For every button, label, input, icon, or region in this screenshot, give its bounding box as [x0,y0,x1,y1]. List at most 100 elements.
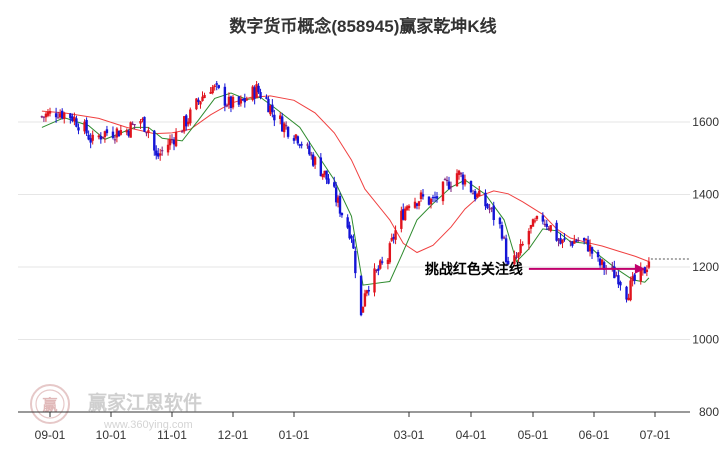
candle-2023-10-30 [166,139,170,156]
candle-2024-05-24 [577,237,580,242]
candle-2024-04-11 [490,207,493,213]
candle-2024-01-30 [348,221,351,240]
ma-long-line [41,95,650,263]
candle-2023-12-12 [253,85,256,105]
candle-2024-04-05 [478,185,481,197]
candle-2024-01-18 [325,170,328,185]
candle-2024-04-15 [498,216,502,229]
candle-2024-01-01 [292,135,296,144]
candle-2024-04-23 [515,251,518,260]
candle-2023-09-06 [58,109,62,119]
candle-2023-10-03 [113,135,117,144]
candle-2023-09-26 [99,132,103,144]
candle-2024-05-15 [559,232,562,245]
candle-2024-03-28 [461,172,465,190]
candle-2023-12-26 [280,112,284,132]
candle-2023-10-20 [147,127,150,139]
candle-2024-04-22 [513,250,516,267]
candle-2024-02-01 [352,234,355,250]
candle-2023-12-25 [279,112,282,125]
candle-2023-12-27 [282,121,286,138]
candle-2024-03-20 [445,176,449,186]
candle-2023-12-13 [255,80,258,99]
candle-2023-11-10 [189,107,192,126]
candle-2024-03-07 [419,190,423,202]
candle-2023-09-27 [101,136,105,140]
x-tick-label-04-01: 04-01 [456,428,487,442]
candle-2024-01-29 [346,214,349,230]
x-tick-label-05-01: 05-01 [518,428,549,442]
candle-2023-11-13 [195,98,198,111]
candle-2024-02-28 [403,206,407,221]
candle-2023-11-24 [217,84,220,90]
candle-2024-04-29 [527,228,531,250]
candle-2024-02-20 [388,241,392,265]
candle-2024-01-02 [294,133,298,141]
candle-2024-06-12 [615,271,618,277]
candle-2024-05-20 [569,240,572,247]
candle-2024-01-03 [296,135,300,146]
candle-2023-12-11 [251,85,254,102]
candle-2024-02-07 [363,289,367,308]
candle-2024-02-15 [379,259,382,270]
candle-2024-04-08 [484,189,487,210]
candle-2023-12-28 [284,121,288,130]
candle-2024-02-12 [373,263,376,297]
candle-2024-03-25 [455,169,459,187]
candle-2024-06-14 [619,280,622,291]
candle-2024-03-26 [457,169,461,180]
candle-2024-01-31 [350,234,353,243]
candle-2023-10-17 [141,117,144,123]
candle-2024-02-21 [390,233,393,242]
candle-2023-12-04 [237,95,241,108]
candle-2024-01-22 [333,176,336,189]
candle-2023-09-05 [56,111,60,119]
candle-2023-11-07 [183,115,186,134]
candle-2023-11-22 [213,84,216,91]
candle-2024-02-06 [361,306,365,313]
candle-2024-03-12 [429,197,433,209]
candle-2024-04-10 [488,203,491,214]
candle-2024-02-14 [377,265,380,276]
candle-2023-10-06 [119,125,123,136]
candle-2023-12-21 [271,99,274,118]
y-tick-label-800: 800 [699,405,719,419]
candle-2024-03-04 [413,197,417,209]
candle-2024-05-02 [533,217,537,224]
candle-2024-02-22 [392,233,395,244]
candle-2024-05-17 [563,233,566,242]
candle-2023-11-02 [172,137,176,151]
candle-2024-05-27 [582,237,586,245]
candle-2023-09-11 [69,112,72,124]
candle-2024-03-08 [421,188,425,200]
candle-2024-03-14 [433,191,437,203]
x-tick-label-01-01: 01-01 [279,428,310,442]
candle-2024-06-19 [629,276,632,302]
candle-2024-04-24 [517,252,520,262]
candle-2024-05-22 [573,234,576,244]
candle-2023-12-19 [267,96,270,113]
watermark: 赢 赢家江恩软件 www.360ying.com [30,384,202,431]
candle-2024-03-06 [417,200,421,210]
watermark-company: 赢家江恩软件 [88,391,202,414]
candle-2024-04-19 [507,256,510,266]
candle-2024-04-17 [502,235,506,240]
candle-2023-12-29 [286,126,290,139]
candle-2023-10-11 [129,121,132,138]
candle-2024-05-29 [586,235,590,252]
candle-2024-05-21 [571,240,574,248]
candle-2024-05-23 [575,238,578,243]
candle-2024-05-13 [555,220,558,242]
candle-2023-11-09 [187,118,190,127]
candle-2024-06-05 [600,258,604,270]
candle-2023-11-01 [170,134,174,144]
candle-2023-11-08 [185,114,188,131]
candle-2024-02-19 [386,257,390,270]
candle-2024-04-09 [486,203,489,210]
candle-2024-05-08 [545,219,548,231]
candle-2023-11-15 [199,100,202,109]
candle-2024-06-27 [645,265,649,277]
candle-2023-09-20 [87,130,90,141]
y-tick-label-1400: 1400 [692,188,719,202]
